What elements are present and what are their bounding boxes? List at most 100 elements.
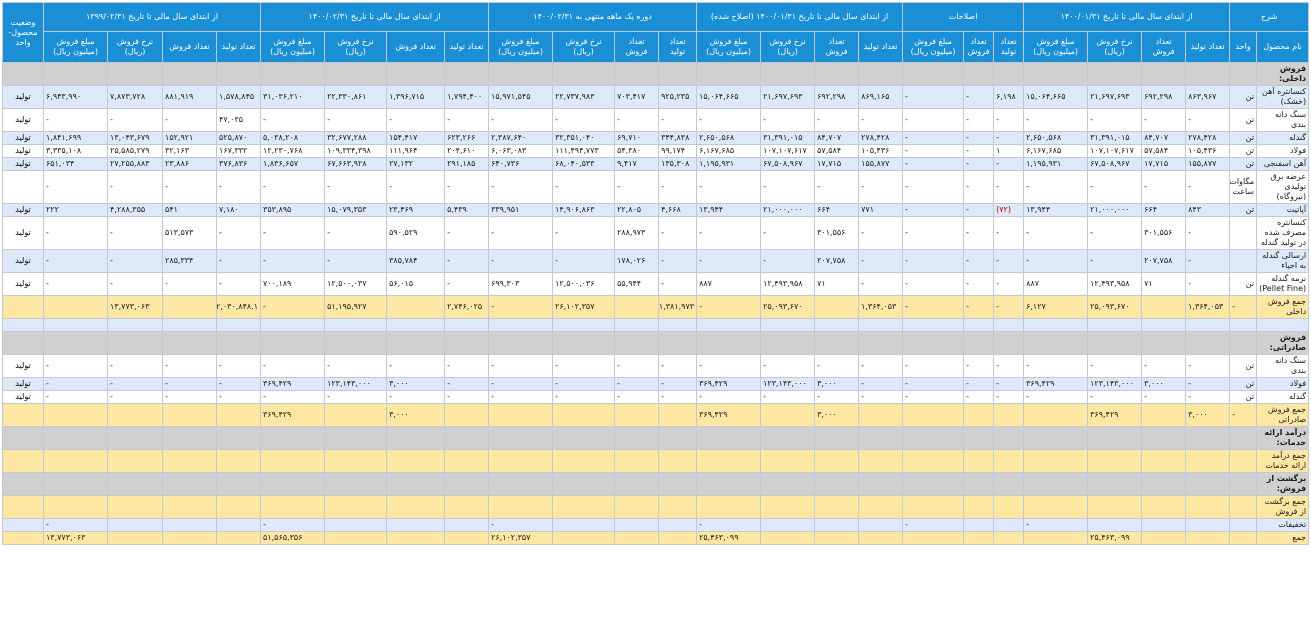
product-name-cell: تخفیفات (1256, 518, 1310, 532)
value-cell (1141, 403, 1187, 427)
empty-cell (444, 62, 490, 86)
value-cell: - (902, 354, 965, 378)
value-cell: - (858, 216, 904, 250)
empty-cell (963, 426, 995, 450)
value-cell (814, 518, 860, 532)
value-cell: ۹۲۵,۲۳۵ (658, 85, 698, 109)
empty-cell (760, 318, 816, 332)
empty-cell (902, 472, 965, 496)
value-cell (1141, 518, 1187, 532)
value-cell: ۴,۲۸۸,۳۵۵ (107, 203, 164, 217)
value-cell: - (42, 354, 109, 378)
value-cell: ۱۵,۰۶۴,۶۶۵ (696, 85, 762, 109)
value-cell: - (1023, 108, 1089, 132)
value-cell: - (1141, 390, 1187, 404)
value-cell: ۳۶۹,۴۲۹ (260, 403, 326, 427)
value-cell (963, 518, 995, 532)
empty-cell (993, 426, 1025, 450)
value-cell: - (902, 249, 965, 273)
table-row: عرضه برق تولیدی (نیروگاه) مگاوات ساعت - - - -… (2, 170, 1310, 204)
value-cell: - (1087, 390, 1143, 404)
value-cell (107, 495, 164, 519)
empty-cell (260, 472, 326, 496)
value-cell: ۶,۱۶۷,۶۸۵ (696, 144, 762, 158)
unit-cell: تن (1229, 272, 1258, 296)
value-cell (963, 531, 995, 545)
value-cell: ۳۰۱,۵۵۶ (814, 216, 860, 250)
value-cell: ۲۵,۰۹۳,۶۷۰ (760, 295, 816, 319)
value-cell (324, 531, 388, 545)
value-cell: - (444, 108, 490, 132)
value-cell: ۶۶۴ (814, 203, 860, 217)
value-cell: - (1023, 249, 1089, 273)
unit-cell: تن (1229, 377, 1258, 391)
section-header-row: فروش داخلی: (2, 62, 1310, 86)
value-cell: - (444, 377, 490, 391)
value-cell (260, 449, 326, 473)
empty-cell (1256, 318, 1310, 332)
value-cell: - (696, 216, 762, 250)
empty-cell (858, 426, 904, 450)
unit-cell: تن (1229, 203, 1258, 217)
unit-cell: تن (1229, 85, 1258, 109)
table-row: آهن اسفنجی تن ۱۵۵,۸۷۷ ۱۷,۷۱۵ ۶۷,۵۰۸,۹۶۷ ۱,۱۹۵… (2, 157, 1310, 171)
value-cell (858, 403, 904, 427)
value-cell: - (1185, 249, 1231, 273)
value-cell: - (260, 390, 326, 404)
value-cell: ۵۷,۵۸۴ (814, 144, 860, 158)
value-cell (902, 449, 965, 473)
product-name-cell: سنگ دانه بندی (1256, 108, 1310, 132)
value-cell: - (963, 131, 995, 145)
value-cell: - (760, 216, 816, 250)
value-cell: ۶۴۰,۷۳۶ (488, 157, 554, 171)
table-row: گندله تن - - - - - - - - - - - - - - - - - - - - - - - تولید (2, 390, 1310, 404)
value-cell (814, 295, 860, 319)
total-row: جمع درآمد ارائه خدمات (2, 449, 1310, 473)
value-cell: ۸۴,۷۰۷ (1141, 131, 1187, 145)
value-cell: ۱,۵۷۸,۸۴۵ (216, 85, 262, 109)
value-cell: - (902, 157, 965, 171)
empty-cell (2, 62, 44, 86)
value-cell (658, 531, 698, 545)
value-cell: - (1185, 390, 1231, 404)
value-cell: - (488, 377, 554, 391)
value-cell: ۳,۰۰۰ (386, 403, 446, 427)
empty-cell (814, 426, 860, 450)
empty-cell (760, 62, 816, 86)
empty-cell (216, 472, 262, 496)
value-cell (993, 531, 1025, 545)
empty-cell (658, 331, 698, 355)
total-row: جمع ۲۵,۴۶۳,۰۹۹ ۲۵,۴۶۳,۰۹۹ ۲۶,۱۰۲,۳۵۷ ۵۱,۵۶۵,… (2, 531, 1310, 545)
value-cell: - (902, 377, 965, 391)
value-cell: - (488, 354, 554, 378)
value-cell (216, 495, 262, 519)
value-cell (902, 531, 965, 545)
value-cell: ۱,۳۹۶,۷۱۵ (386, 85, 446, 109)
value-cell: ۶,۰۶۳,۰۸۳ (488, 144, 554, 158)
separator-row (2, 318, 1310, 332)
value-cell: ۴۷,۰۳۵ (216, 108, 262, 132)
value-cell: - (902, 85, 965, 109)
value-cell (107, 403, 164, 427)
value-cell: ۲,۶۵۰,۵۶۸ (1023, 131, 1089, 145)
value-cell: - (963, 216, 995, 250)
value-cell (488, 495, 554, 519)
value-cell: - (1185, 272, 1231, 296)
empty-cell (614, 426, 660, 450)
value-cell (216, 403, 262, 427)
header-subcolumn-cell: تعداد فروش (1141, 31, 1187, 63)
value-cell: - (963, 157, 995, 171)
value-cell: - (696, 170, 762, 204)
product-name-cell: سنگ دانه بندی (1256, 354, 1310, 378)
value-cell: - (552, 377, 616, 391)
value-cell: - (552, 249, 616, 273)
total-label: جمع فروش صادراتی (1256, 403, 1310, 427)
value-cell: - (1087, 249, 1143, 273)
value-cell: - (42, 272, 109, 296)
empty-cell (614, 318, 660, 332)
value-cell: ۸۸۱,۹۱۹ (162, 85, 218, 109)
value-cell: - (614, 108, 660, 132)
value-cell: ۵۱,۱۹۵,۹۲۷ (324, 295, 388, 319)
value-cell (107, 531, 164, 545)
value-cell: ۱۵,۹۷۱,۵۴۵ (488, 85, 554, 109)
